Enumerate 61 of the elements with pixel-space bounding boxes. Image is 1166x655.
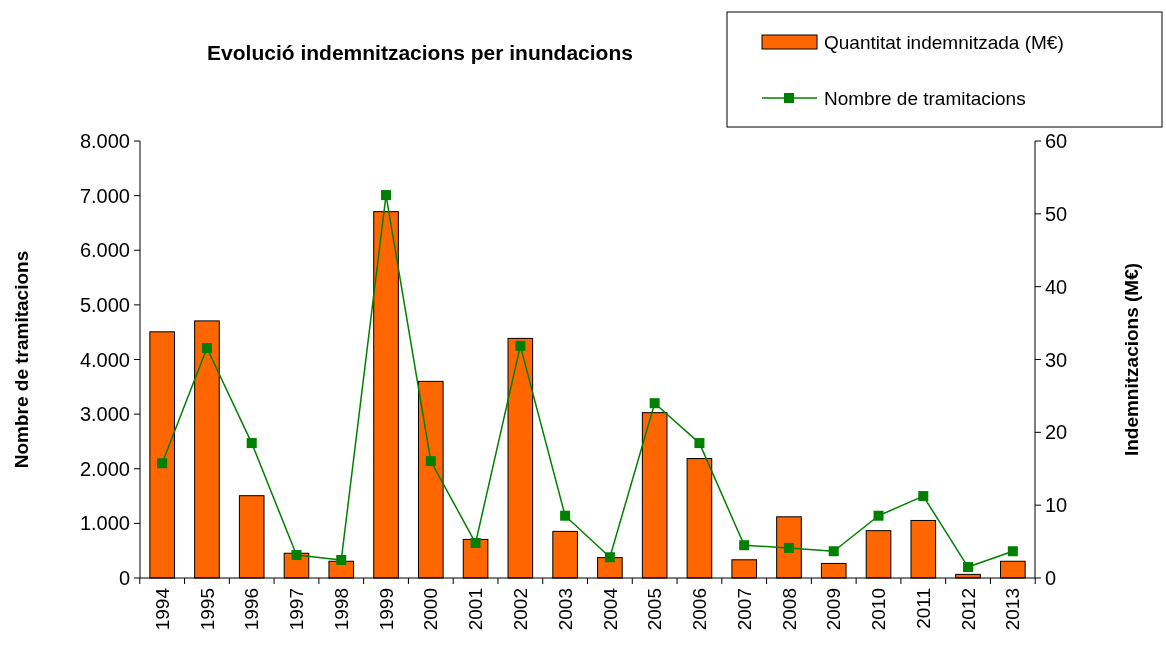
y-tick-label: 2.000	[79, 457, 130, 480]
y2-tick-label: 40	[1045, 275, 1068, 298]
legend-label: Quantitat indemnitzada (M€)	[824, 31, 1064, 53]
x-tick-label: 1997	[286, 588, 308, 631]
point	[828, 546, 839, 557]
x-tick-label: 2004	[599, 587, 621, 631]
x-tick-label: 2007	[733, 588, 755, 631]
x-tick-label: 1996	[241, 588, 263, 631]
point	[604, 552, 615, 563]
y2-tick-label: 10	[1045, 494, 1068, 517]
y-tick-label: 6.000	[79, 239, 130, 262]
point	[739, 540, 750, 551]
y2-axis-title: Indemnitzacions (M€)	[1121, 262, 1142, 457]
point	[1007, 546, 1018, 557]
y-tick-label: 4.000	[79, 348, 130, 371]
point	[783, 542, 794, 553]
point	[694, 438, 705, 449]
y-axis-title: Nombre de tramitacions	[11, 250, 32, 469]
x-tick-label: 2010	[868, 588, 890, 631]
x-tick-label: 2011	[912, 588, 934, 629]
x-tick-label: 2009	[823, 588, 845, 631]
y2-tick-label: 60	[1045, 130, 1068, 152]
x-tick-label: 2003	[554, 588, 576, 631]
x-tick-label: 2005	[644, 588, 666, 631]
x-tick-label: 2006	[689, 588, 711, 631]
y-tick-label: 5.000	[79, 293, 130, 316]
x-tick-label: 1999	[375, 588, 397, 631]
point	[470, 538, 481, 549]
point	[291, 550, 302, 561]
point	[425, 456, 436, 467]
x-tick-label: 2000	[420, 588, 442, 631]
point	[560, 510, 571, 521]
y-tick-label: 1.000	[79, 512, 130, 535]
y2-tick-label: 20	[1045, 421, 1068, 444]
chart-title: Evolució indemnitzacions per inundacions	[207, 41, 633, 64]
point	[515, 340, 526, 351]
x-tick-label: 2002	[509, 588, 531, 631]
y2-tick-label: 0	[1045, 567, 1057, 589]
x-tick-label: 1994	[151, 587, 173, 631]
x-tick-label: 2013	[1002, 588, 1024, 631]
point	[157, 458, 168, 469]
x-tick-label: 1995	[196, 588, 218, 631]
y2-tick-label: 30	[1045, 348, 1068, 371]
y-tick-label: 7.000	[79, 184, 130, 207]
y-tick-label: 0	[118, 567, 130, 589]
point	[201, 343, 212, 354]
point	[649, 398, 660, 409]
x-tick-label: 2012	[957, 588, 979, 631]
point	[963, 562, 974, 573]
legend-label: Nombre de tramitacions	[824, 87, 1026, 109]
point	[246, 438, 257, 449]
y-tick-label: 8.000	[79, 130, 130, 152]
x-tick-label: 1998	[330, 588, 352, 631]
y-tick-label: 3.000	[79, 403, 130, 426]
point	[381, 190, 392, 201]
point	[918, 491, 929, 502]
point	[873, 510, 884, 521]
y2-tick-label: 50	[1045, 202, 1068, 225]
point	[336, 554, 347, 565]
x-tick-label: 2001	[465, 588, 487, 631]
x-tick-label: 2008	[778, 588, 800, 631]
